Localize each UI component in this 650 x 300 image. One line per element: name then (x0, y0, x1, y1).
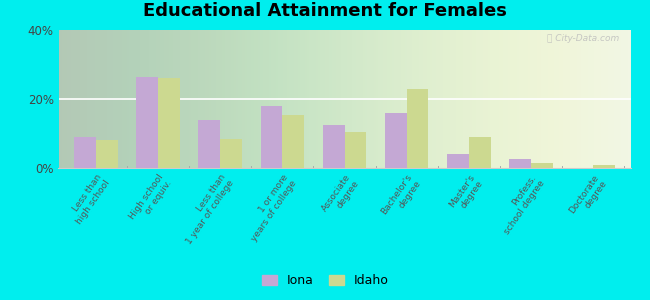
Bar (74, 137, 96, 168)
Bar (469, 137, 491, 168)
Bar (282, 115, 304, 168)
Bar (407, 88, 428, 168)
Bar (136, 76, 158, 168)
Text: Educational Attainment for Females: Educational Attainment for Females (143, 2, 507, 20)
Bar (158, 78, 180, 168)
Bar (509, 159, 531, 168)
Bar (220, 139, 242, 168)
Bar (96, 140, 118, 168)
Bar (447, 154, 469, 168)
Bar (531, 163, 552, 168)
Bar (323, 125, 345, 168)
Bar (198, 120, 220, 168)
Bar (385, 113, 407, 168)
Bar (344, 132, 366, 168)
Bar (261, 106, 282, 168)
Legend: Iona, Idaho: Iona, Idaho (257, 269, 393, 292)
Text: Ⓛ City-Data.com: Ⓛ City-Data.com (547, 34, 619, 43)
Bar (593, 164, 615, 168)
